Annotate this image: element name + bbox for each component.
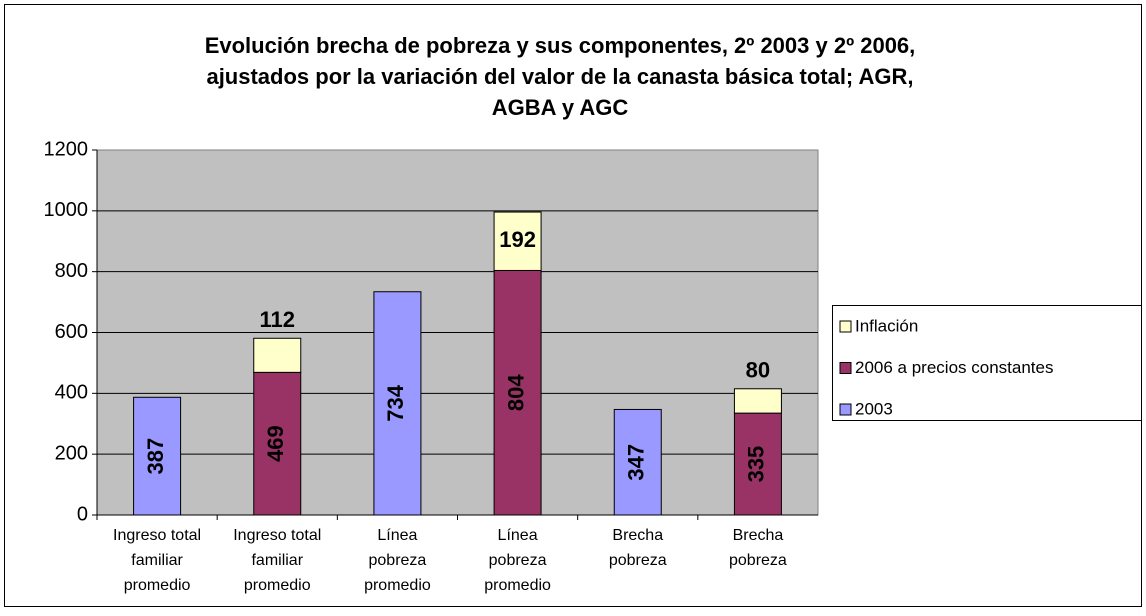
x-tick-label: Línea [498, 527, 538, 544]
x-tick-label: promedio [244, 577, 311, 594]
y-tick-label: 0 [77, 503, 88, 525]
x-tick-label: pobreza [729, 552, 787, 569]
bar [733, 412, 782, 516]
chart-title: AGBA y AGC [492, 95, 629, 120]
data-label: 387 [143, 438, 168, 475]
x-tick-label: Línea [377, 527, 417, 544]
bar [133, 396, 182, 516]
data-label: 804 [503, 374, 528, 411]
x-tick-label: promedio [484, 577, 551, 594]
chart-title: ajustados por la variación del valor de … [206, 64, 913, 89]
y-tick-label: 600 [55, 321, 88, 343]
x-tick-label: Ingreso total [233, 527, 321, 544]
x-tick-label: familiar [131, 552, 183, 569]
legend-swatch [839, 362, 852, 374]
x-tick-label: promedio [124, 577, 191, 594]
chart-title: Evolución brecha de pobreza y sus compon… [205, 33, 916, 58]
y-tick-label: 800 [55, 260, 88, 282]
x-tick-label: Brecha [733, 527, 784, 544]
y-tick-label: 200 [55, 442, 88, 464]
x-tick-label: pobreza [489, 552, 547, 569]
bar [253, 371, 302, 516]
data-label: 734 [383, 384, 408, 421]
bar [253, 337, 302, 373]
bar [613, 408, 662, 516]
x-tick-label: familiar [251, 552, 303, 569]
bar [493, 211, 542, 271]
data-label: 112 [260, 307, 296, 332]
x-tick-label: promedio [364, 577, 431, 594]
legend-label: 2006 a precios constantes [855, 358, 1053, 377]
legend-box [832, 305, 1142, 421]
y-tick-label: 1000 [44, 199, 89, 221]
legend-label: 2003 [855, 399, 893, 418]
y-tick-label: 1200 [44, 138, 89, 160]
legend-swatch [839, 320, 852, 333]
x-tick-label: Ingreso total [113, 527, 201, 544]
x-tick-label: Brecha [612, 527, 663, 544]
data-label: 335 [744, 446, 769, 483]
data-label: 347 [624, 444, 649, 481]
bar [373, 291, 422, 516]
data-label: 469 [263, 425, 288, 462]
x-tick-label: pobreza [609, 552, 667, 569]
bar [493, 269, 542, 516]
data-label: 192 [499, 227, 536, 252]
y-tick-label: 400 [55, 382, 88, 404]
legend-swatch [839, 403, 852, 416]
data-label: 80 [746, 358, 770, 383]
legend-label: Inflación [855, 316, 918, 335]
x-tick-label: pobreza [369, 552, 427, 569]
bar [733, 388, 782, 414]
